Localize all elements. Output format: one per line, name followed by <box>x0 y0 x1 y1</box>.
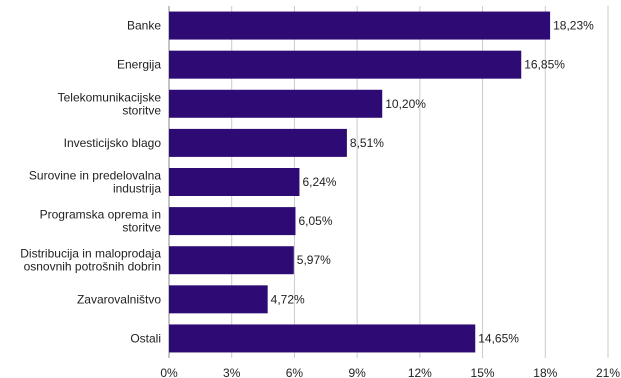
bar <box>169 207 296 236</box>
category-label: Programska oprema in storitve <box>40 208 162 235</box>
category-label: Ostali <box>130 331 161 345</box>
bar <box>169 11 551 40</box>
category-label: Telekomunikacijske storitve <box>58 90 162 117</box>
category-label-line: Distribucija in maloprodaja <box>20 247 161 261</box>
category-label-line: Telekomunikacijske <box>58 90 162 104</box>
category-label: Surovine in predelovalna industrija <box>29 169 161 196</box>
category-label-line: industrija <box>113 182 161 196</box>
data-label: 6,05% <box>298 214 332 228</box>
bar <box>169 285 268 314</box>
x-tick-label: 15% <box>471 366 495 378</box>
bar <box>169 128 347 157</box>
bar <box>169 168 300 196</box>
x-tick-label: 21% <box>596 366 620 378</box>
data-label: 16,85% <box>524 58 565 72</box>
category-label-line: Surovine in predelovalna <box>29 169 161 183</box>
bar <box>169 246 294 275</box>
x-tick-label: 9% <box>348 366 366 378</box>
bar <box>169 324 476 353</box>
data-label: 6,24% <box>302 175 336 189</box>
category-label-line: Programska oprema in <box>40 208 161 222</box>
category-label-line: Banke <box>127 19 161 33</box>
x-tick-label: 18% <box>533 366 557 378</box>
category-label-line: osnovnih potrošnih dobrin <box>24 260 161 274</box>
category-label-line: Investicijsko blago <box>64 136 162 150</box>
category-label: Zavarovalništvo <box>77 292 161 306</box>
data-label: 14,65% <box>478 331 519 345</box>
category-label-line: storitve <box>122 103 161 117</box>
data-label: 5,97% <box>297 253 331 267</box>
bars <box>169 11 551 353</box>
category-label-line: storitve <box>122 221 161 235</box>
category-label-line: Ostali <box>130 331 161 345</box>
x-tick-label: 3% <box>223 366 241 378</box>
value-labels: 18,23% 16,85% 10,20% 8,51% 6,24% 6,05% 5,97% 4,… <box>271 19 594 346</box>
bar <box>169 50 522 79</box>
category-label: Distribucija in maloprodaja osnovnih potr… <box>20 247 161 274</box>
x-tick-label: 0% <box>160 366 178 378</box>
data-label: 18,23% <box>553 19 594 33</box>
x-tick-label: 6% <box>286 366 304 378</box>
category-label-line: Energija <box>117 58 161 72</box>
data-label: 10,20% <box>385 97 426 111</box>
x-tick-label: 12% <box>408 366 432 378</box>
category-label: Banke <box>127 19 161 33</box>
x-axis-ticks: 0% 3% 6% 9% 12% 15% 18% 21% <box>160 366 620 378</box>
category-label: Energija <box>117 58 161 72</box>
data-label: 4,72% <box>271 292 305 306</box>
category-label: Investicijsko blago <box>64 136 162 150</box>
category-label-line: Zavarovalništvo <box>77 292 161 306</box>
data-label: 8,51% <box>350 136 384 150</box>
bar <box>169 89 383 118</box>
